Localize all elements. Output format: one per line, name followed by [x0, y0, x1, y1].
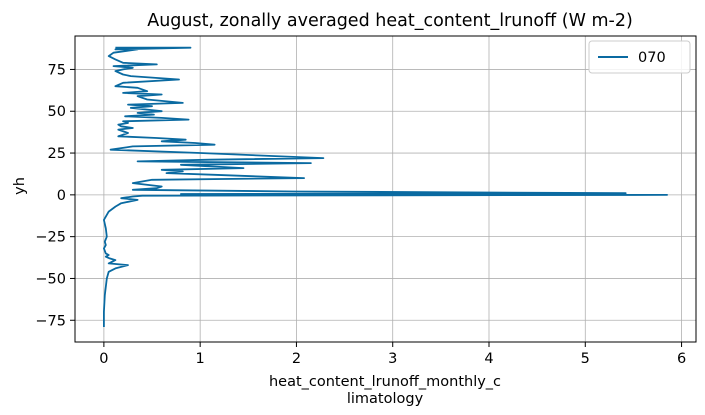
legend-box: [588, 40, 691, 74]
y-axis-label: yh: [12, 177, 28, 195]
series-line-070: [103, 46, 668, 327]
y-axis-ticks: 75 50 25 0 −25 −50 −75: [35, 62, 75, 329]
x-axis-label-line-2: limatology: [347, 391, 424, 407]
x-tick-label: 2: [292, 351, 301, 367]
chart-title: August, zonally averaged heat_content_lr…: [147, 11, 633, 31]
plot-background: [75, 36, 696, 342]
x-tick-label: 1: [196, 351, 205, 367]
x-tick-label: 4: [484, 351, 493, 367]
y-tick-label: −50: [35, 271, 66, 287]
x-tick-label: 6: [677, 351, 686, 367]
series-layer: [103, 46, 668, 327]
y-tick-label: 75: [48, 62, 66, 78]
y-tick-label: 25: [48, 146, 66, 162]
x-tick-label: 0: [99, 351, 108, 367]
plot-frame: [74, 35, 697, 343]
legend: 070: [588, 40, 691, 74]
y-tick-label: 0: [57, 188, 66, 204]
plot-area: 0 1 2 3 4 5 6 75 50 25 0 −25 −50 −75: [35, 35, 697, 367]
x-tick-label: 5: [581, 351, 590, 367]
y-tick-label: −75: [35, 313, 66, 329]
y-tick-label: 50: [48, 104, 66, 120]
x-axis-ticks: 0 1 2 3 4 5 6: [99, 342, 686, 367]
x-tick-label: 3: [388, 351, 397, 367]
x-axis-label-line-1: heat_content_lrunoff_monthly_c: [269, 374, 501, 390]
y-tick-label: −25: [35, 230, 66, 246]
legend-label-070: 070: [638, 50, 666, 66]
